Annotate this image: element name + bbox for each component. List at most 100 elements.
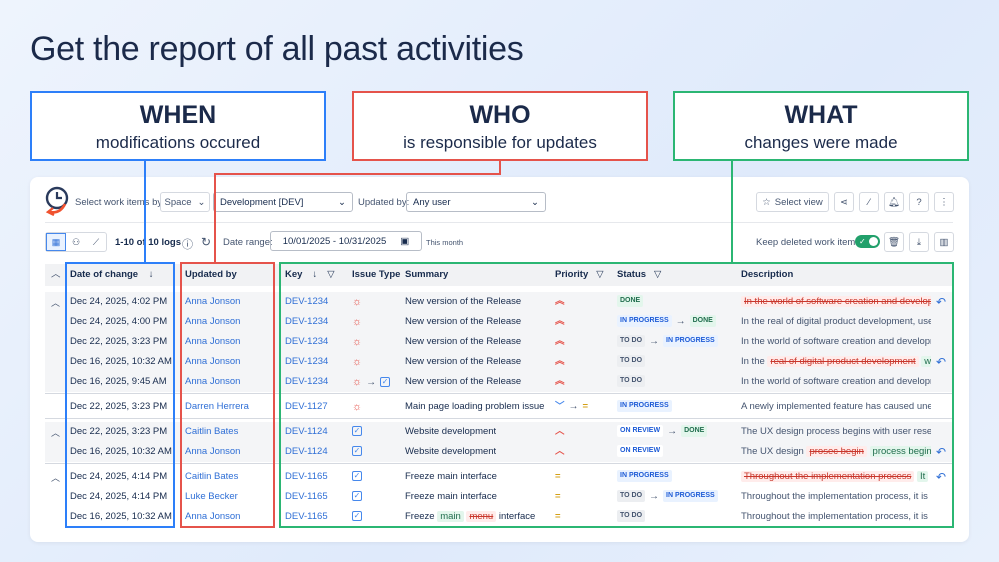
revert-icon[interactable]: ↶ (936, 470, 947, 484)
issue-key-link[interactable]: DEV-1234 (285, 336, 329, 347)
table-row: Dec 24, 2025, 4:00 PM Anna Jonson DEV-1234… (45, 312, 953, 332)
more-button[interactable]: ⋮ (934, 192, 954, 212)
description-text: In the world of software creation and de… (741, 336, 931, 347)
revert-icon[interactable]: ↶ (936, 445, 947, 459)
group-divider (45, 463, 953, 464)
task-checkbox-icon: ✓ (352, 426, 362, 437)
issue-key-link[interactable]: DEV-1127 (285, 401, 328, 412)
user-link[interactable]: Anna Jonson (185, 446, 241, 457)
priority-cell: ﹀ → = (555, 397, 588, 417)
issue-key-link[interactable]: DEV-1124 (285, 426, 328, 437)
help-button[interactable]: ? (909, 192, 929, 212)
description-text: Throughout the implementation process, i… (741, 511, 931, 522)
revert-icon[interactable]: ↶ (936, 295, 947, 309)
description-inserted: wo... (921, 356, 931, 367)
priority-cell: ︿ (555, 442, 565, 462)
table-row: Dec 24, 2025, 4:14 PM Luke Becker DEV-1165… (45, 487, 953, 507)
user-link[interactable]: Anna Jonson (185, 336, 241, 347)
summary-cell: Main page loading problem issue (405, 397, 544, 417)
date-cell: Dec 16, 2025, 10:32 AM (70, 356, 172, 367)
info-icon[interactable]: ⓘ (182, 239, 193, 251)
arrow-right-icon: → (675, 316, 686, 327)
summary-inserted: main (437, 511, 464, 522)
issue-key-link[interactable]: DEV-1234 (285, 356, 329, 367)
collapse-group-icon[interactable]: ︿ (51, 298, 61, 308)
table-view-icon[interactable]: ▦ (46, 233, 66, 251)
user-link[interactable]: Anna Jonson (185, 356, 241, 367)
description-text: is... (928, 471, 932, 482)
callout-who: WHO is responsible for updates (352, 91, 648, 161)
summary-text: Main page loading problem issue (405, 401, 545, 412)
summary-cell: Freeze main menu interface (405, 507, 535, 527)
issue-key-link[interactable]: DEV-1165 (285, 471, 328, 482)
table-row: Dec 22, 2025, 3:23 PM Caitlin Bates DEV-11… (45, 422, 953, 442)
trash-button[interactable]: 🗑︎ (884, 232, 904, 252)
chart-view-icon[interactable]: ⟋ (92, 237, 100, 247)
date-range-input[interactable]: 10/01/2025 - 10/31/2025 ▣ (270, 231, 422, 251)
what-connector (731, 161, 733, 263)
select-view-button[interactable]: ☆ Select view (756, 192, 829, 212)
callout-when: WHEN modifications occured (30, 91, 326, 161)
user-link[interactable]: Anna Jonson (185, 296, 241, 307)
filter-icon[interactable]: ▽ (654, 269, 662, 280)
user-link[interactable]: Luke Becker (185, 491, 238, 502)
user-link[interactable]: Darren Herrera (185, 401, 249, 412)
space-select[interactable]: Space ⌄ (160, 192, 210, 212)
project-select[interactable]: Development [DEV] ⌄ (213, 192, 353, 212)
summary-text: New version of the Release (405, 316, 522, 327)
share-button[interactable]: ⋖ (834, 192, 854, 212)
task-checkbox-icon: ✓ (352, 491, 362, 502)
date-cell: Dec 24, 2025, 4:14 PM (70, 471, 168, 482)
user-link[interactable]: Caitlin Bates (185, 471, 239, 482)
issue-key-link[interactable]: DEV-1165 (285, 511, 328, 522)
magic-wand-button[interactable]: ⁄ (859, 192, 879, 212)
keep-deleted-toggle[interactable]: ✓ (855, 235, 880, 248)
user-link[interactable]: Anna Jonson (185, 376, 241, 387)
status-cell: TO DO (617, 507, 646, 527)
priority-high-icon: ︿ (555, 446, 565, 457)
status-cell: ON REVIEW (617, 442, 664, 462)
columns-icon: ▥ (939, 236, 949, 248)
description-text: Throughout the implementation process, i… (741, 491, 931, 502)
revert-icon[interactable]: ↶ (936, 355, 947, 369)
user-link[interactable]: Anna Jonson (185, 511, 241, 522)
updated-by-select[interactable]: Any user ⌄ (406, 192, 546, 212)
issue-key-link[interactable]: DEV-1124 (285, 446, 328, 457)
priority-highest-icon: ︽ (555, 316, 565, 327)
callout-sub: changes were made (744, 133, 898, 152)
issue-key-link[interactable]: DEV-1234 (285, 376, 329, 387)
bug-icon: ☼ (352, 316, 363, 328)
notifications-button[interactable]: 🔔︎ (884, 192, 904, 212)
filter-icon[interactable]: ▽ (596, 269, 604, 280)
sort-desc-icon[interactable]: ↓ (148, 269, 154, 280)
sort-desc-icon[interactable]: ↓ (312, 269, 318, 280)
who-connector (214, 173, 501, 175)
collapse-group-icon[interactable]: ︿ (51, 428, 61, 438)
download-button[interactable]: ⤓ (909, 232, 929, 252)
status-lozenge: TO DO (617, 510, 646, 523)
priority-medium-icon: = (555, 491, 561, 502)
table-row: Dec 16, 2025, 10:32 AM Anna Jonson DEV-123… (45, 352, 953, 372)
columns-button[interactable]: ▥ (934, 232, 954, 252)
description-inserted: It (917, 471, 929, 482)
keep-deleted-label: Keep deleted work items (756, 237, 861, 248)
issue-key-link[interactable]: DEV-1234 (285, 316, 329, 327)
issue-key-link[interactable]: DEV-1234 (285, 296, 329, 307)
row-group (45, 422, 953, 462)
download-icon: ⤓ (916, 236, 922, 248)
table-row: Dec 16, 2025, 9:45 AM Anna Jonson DEV-1234… (45, 372, 953, 392)
users-view-icon[interactable]: ⚇ (71, 237, 81, 247)
view-switcher: ▦ ⚇ ⟋ (45, 232, 107, 252)
issue-key-link[interactable]: DEV-1165 (285, 491, 328, 502)
priority-medium-icon: = (582, 401, 589, 412)
filter-icon[interactable]: ▽ (327, 269, 335, 280)
callout-heading: WHEN (139, 101, 217, 129)
refresh-icon[interactable]: ↻ (201, 235, 212, 249)
user-link[interactable]: Caitlin Bates (185, 426, 239, 437)
collapse-group-icon[interactable]: ︿ (51, 473, 61, 483)
user-link[interactable]: Anna Jonson (185, 316, 241, 327)
bug-icon: ☼ (352, 336, 363, 348)
description-text: A newly implemented feature has caused u… (741, 401, 931, 412)
collapse-all-icon[interactable]: ︿ (51, 269, 61, 280)
column-header-label: Priority (555, 269, 589, 280)
